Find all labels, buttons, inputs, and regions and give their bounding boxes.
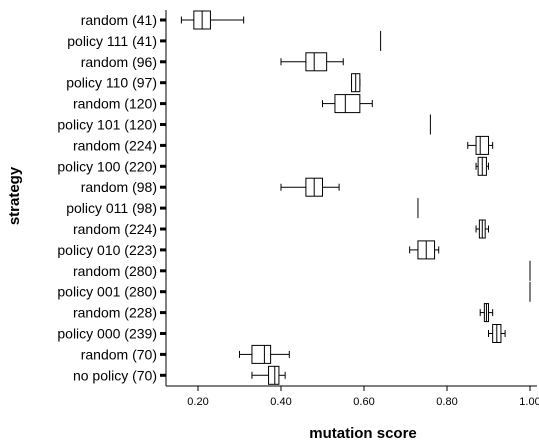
box-0 [180,10,245,30]
x-tick-label: 0.20 [187,396,208,408]
box-17 [251,365,286,385]
y-tick-label: random (280) [73,263,157,279]
y-tick-label: random (120) [73,96,157,112]
box-iqr [305,52,328,72]
x-axis-title: mutation score [309,425,417,442]
box-14 [479,303,494,323]
box-2 [280,52,344,72]
y-tick-label: no policy (70) [73,367,157,383]
box-15 [488,324,506,343]
box-iqr [251,344,272,364]
y-tick-label: random (98) [81,179,157,195]
y-tick-label: random (41) [81,12,157,28]
y-tick-label: policy 110 (97) [66,75,157,91]
y-tick-label: policy 011 (98) [66,200,157,216]
box-16 [239,344,290,364]
boxes [180,10,531,385]
box-7 [475,156,489,176]
box-iqr [268,365,280,385]
y-tick-label: policy 100 (220) [57,158,157,174]
y-tick-label: random (224) [73,221,157,237]
x-tick-label: 0.80 [436,396,457,408]
box-iqr [475,135,489,155]
y-tick-label: random (224) [73,137,157,153]
y-tick-label: policy 111 (41) [67,33,157,49]
box-3 [351,73,361,93]
y-axis-title: strategy [6,166,23,225]
y-tick-label: random (70) [81,346,157,362]
box-6 [467,135,494,155]
box-10 [475,219,489,239]
y-tick-label: policy 001 (280) [57,284,157,300]
axes: random (41) policy 111 (41) random (96) pol… [57,10,539,408]
y-tick-label: random (228) [73,305,157,321]
box-8 [280,177,340,197]
box-iqr [334,94,361,114]
y-tick-label: policy 000 (239) [57,326,157,342]
y-tick-label: random (96) [81,54,157,70]
x-tick-label: 0.60 [353,396,374,408]
x-tick-label: 1.00 [519,396,539,408]
x-tick-label: 0.40 [270,396,291,408]
y-tick-label: policy 010 (223) [57,242,157,258]
box-4 [322,94,373,114]
box-11 [409,240,440,260]
y-tick-label: policy 101 (120) [57,117,157,133]
